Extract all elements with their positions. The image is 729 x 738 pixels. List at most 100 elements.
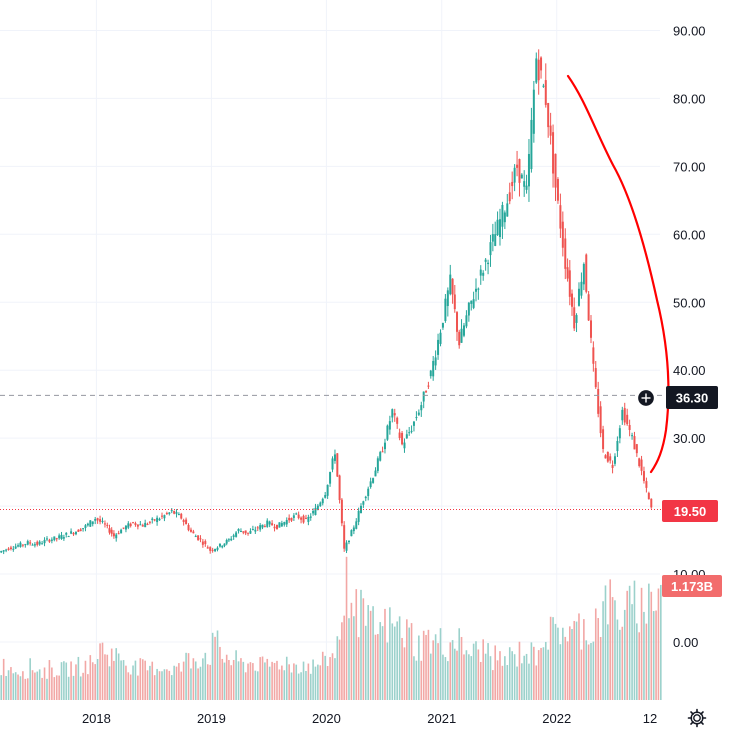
volume-bar — [477, 649, 480, 700]
volume-bar — [447, 661, 449, 700]
volume-bar — [307, 663, 310, 700]
candle-body — [573, 307, 576, 329]
volume-bar — [660, 584, 662, 700]
candle-body — [244, 530, 247, 534]
volume-bar — [451, 640, 454, 700]
volume-bar — [602, 601, 604, 700]
volume-bar — [614, 600, 616, 700]
candle-body — [408, 432, 411, 434]
volume-bar — [350, 602, 353, 700]
volume-bar — [58, 675, 60, 700]
settings-button[interactable] — [684, 705, 710, 731]
candle-body — [132, 522, 135, 524]
candle-body — [638, 458, 641, 466]
volume-bar — [648, 583, 650, 700]
candle-body — [525, 185, 528, 190]
volume-bar — [525, 653, 528, 700]
volume-bar — [454, 648, 456, 700]
volume-bar — [607, 624, 609, 700]
candle-body — [297, 514, 300, 519]
candle-body — [343, 525, 346, 549]
volume-bar — [221, 658, 224, 700]
volume-bar — [578, 613, 580, 700]
volume-bar — [273, 662, 276, 700]
candle-body — [427, 385, 430, 387]
volume-bar — [475, 641, 477, 700]
candle-body — [273, 526, 276, 529]
candle-body — [465, 315, 468, 327]
volume-bar — [587, 644, 590, 700]
candle-body — [19, 542, 22, 547]
volume-bar — [458, 628, 461, 700]
candle-body — [329, 472, 332, 484]
volume-bar — [326, 666, 329, 700]
volume-bar — [499, 651, 501, 700]
candle-body — [124, 525, 127, 530]
candle-body — [216, 547, 219, 550]
x-tick-label: 2021 — [427, 711, 456, 726]
candle-body — [540, 57, 543, 71]
volume-bar — [278, 669, 281, 700]
volume-bar — [91, 662, 94, 700]
candle-body — [566, 267, 569, 279]
candle-body — [55, 538, 58, 540]
candle-body — [398, 432, 401, 438]
candle-body — [420, 405, 423, 411]
volume-bar — [295, 664, 298, 700]
candle-body — [429, 370, 432, 377]
candle-body — [151, 518, 154, 520]
candle-body — [432, 360, 435, 377]
volume-bar — [496, 660, 499, 700]
candle-body — [247, 532, 250, 534]
y-tick-label: 50.00 — [673, 295, 706, 310]
volume-bar — [521, 663, 523, 700]
volume-bar — [317, 664, 319, 700]
candle-body — [575, 315, 578, 323]
candle-body — [470, 300, 473, 304]
candle-body — [367, 488, 370, 497]
volume-bar — [501, 665, 504, 700]
candle-body — [156, 517, 159, 523]
volume-bar — [223, 662, 226, 700]
x-tick-label: 2019 — [197, 711, 226, 726]
candle-body — [417, 412, 420, 415]
volume-bar — [437, 643, 439, 700]
candle-body — [422, 391, 425, 402]
volume-bar — [559, 644, 562, 700]
candle-body — [45, 538, 48, 540]
plus-circle-icon[interactable] — [636, 388, 656, 408]
candle-body — [530, 119, 533, 170]
candle-body — [372, 478, 375, 483]
candle-body — [17, 545, 20, 547]
volume-bar — [633, 580, 636, 700]
candle-body — [396, 417, 399, 424]
candle-body — [393, 413, 396, 416]
volume-bar — [434, 634, 437, 700]
volume-bar — [99, 643, 101, 700]
candle-body — [254, 529, 257, 532]
volume-bar — [230, 665, 233, 700]
candle-body — [434, 357, 437, 366]
candle-body — [449, 274, 452, 295]
candle-body — [5, 549, 8, 551]
volume-bar — [115, 648, 118, 700]
candle-body — [223, 543, 226, 546]
volume-bar — [511, 651, 513, 700]
volume-bar — [65, 662, 68, 700]
candle-body — [602, 429, 605, 449]
volume-bar — [161, 671, 163, 700]
volume-bar — [379, 622, 382, 700]
volume-bar — [26, 678, 29, 700]
candle-body — [498, 219, 501, 238]
candle-body — [599, 406, 602, 434]
volume-bar — [199, 666, 202, 700]
volume-bar — [232, 659, 235, 700]
candle-body — [24, 544, 27, 546]
candle-body — [532, 89, 535, 134]
volume-bar — [408, 627, 410, 700]
candle-body — [237, 528, 240, 532]
current-price-label: 19.50 — [662, 500, 718, 522]
volume-bar — [439, 628, 442, 700]
volume-bar — [0, 675, 3, 700]
